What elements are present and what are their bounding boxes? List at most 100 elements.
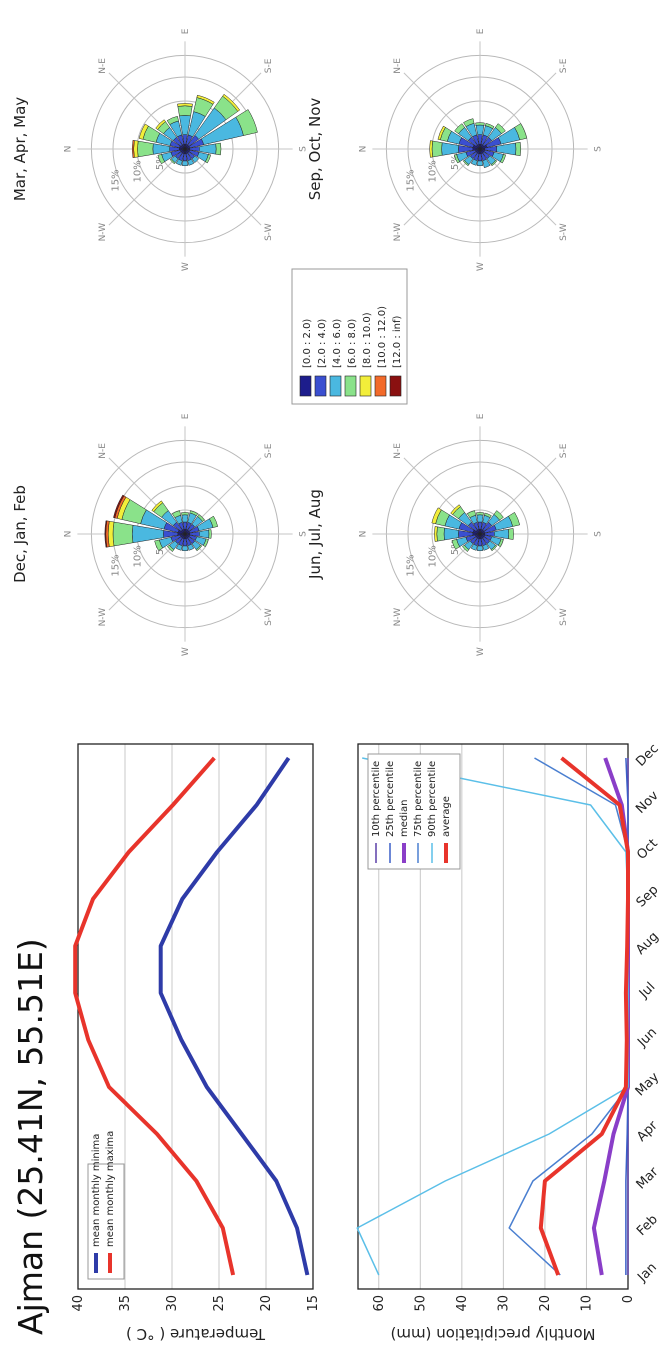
legend-box [87,1163,125,1280]
legend-label: 75th percentile [413,761,424,837]
rose-bar-segment [454,123,466,135]
y-tick-label: 20 [538,1295,553,1312]
legend-box [367,753,461,870]
rose-bar-segment [113,494,125,519]
rose-direction-label: S [594,531,604,537]
rose-bar-segment [431,140,443,158]
rose-bar-segment [514,123,528,141]
rose-bar-segment [450,504,461,515]
rose-bar-segment [104,520,108,548]
rose-bar-segment [169,158,176,165]
rose-direction-label: E [476,413,486,419]
rose-direction-label: S-W [559,608,569,626]
rose-bar-segment [138,123,149,140]
rose-bar-segment [453,154,461,164]
rose-bar-segment [167,544,175,552]
rose-ring-label: 15% [405,554,416,576]
y-tick-label: 30 [165,1295,180,1312]
rose-bar-segment [181,160,189,167]
rose-bar-segment [493,510,504,521]
legend-label: mean monthly minima [91,1134,102,1247]
rose-bar-segment [107,520,115,548]
rose-bar-segment [466,510,477,519]
rose-bar-segment [508,511,521,527]
rose-bar-segment [215,142,222,156]
x-tick-label: Aug [633,929,662,958]
rose-bar-segment [181,545,189,552]
rose-ring-label: 10% [133,545,144,567]
rose-ring-label: 5% [450,154,461,170]
rose-direction-label: N-E [98,443,108,459]
y-tick-label: 40 [71,1295,86,1312]
x-tick-label: Dec [633,741,661,769]
rose-bar-segment [476,545,484,552]
rose-direction-label: W [181,647,191,656]
y-tick-label: 10 [579,1295,594,1312]
rose-bar-segment [112,521,134,547]
rose-bar-segment [476,160,484,167]
legend-label: 25th percentile [385,761,396,837]
rose-title: Mar, Apr, May [11,97,29,201]
rose-ring-label: 10% [428,160,439,182]
rose-direction-label: W [476,262,486,271]
legend-label: 10th percentile [371,761,382,837]
rose-bar-segment [187,543,195,551]
rose-direction-label: S [299,531,309,537]
rose-bar-segment [483,512,492,519]
series-line-75th-percentile [508,757,629,1276]
legend-swatch [359,375,372,397]
rose-bar-segment [177,105,193,117]
rose-bar-segment [515,141,522,157]
rose-direction-label: N [63,531,73,538]
rose-direction-label: S-W [559,223,569,241]
rose-bar-segment [131,139,135,159]
rose-direction-label: S [594,146,604,152]
rose-bar-segment [475,122,485,126]
rose-direction-label: S-W [264,223,274,241]
x-tick-label: Apr [634,1118,661,1145]
x-tick-label: Sep [634,883,662,911]
temperature-chart: 15 20 25 30 35 40 Temperature ( °C ) mean month… [71,743,321,1343]
rose-bar-segment [476,514,484,523]
rose-bar-segment [235,109,258,136]
rose-direction-label: S-W [264,608,274,626]
rose-bar-segment [496,142,517,156]
rose-bar-segment [189,510,199,517]
rose-bar-segment [155,119,166,130]
rose-ring-label: 15% [110,169,121,191]
series-line-average [538,756,630,1276]
rose-bar-segment [436,526,445,542]
legend-label: [0.0 : 2.0) [302,319,313,368]
rose-direction-label: N [358,531,368,538]
legend-label: [4.0 : 6.0) [332,319,343,368]
legend-label: [8.0 : 10.0) [362,312,373,368]
rose-bar-segment [175,543,183,551]
rose-bar-segment [198,529,210,539]
legend-label: median [399,800,410,838]
rose-bar-segment [204,154,212,164]
rose-bar-segment [181,514,189,523]
legend-swatch [314,375,327,397]
rose-bar-segment [499,154,507,164]
rose-direction-label: S-E [264,443,274,458]
rose-bar-segment [462,544,470,552]
rose-bar-segment [463,118,475,127]
rose-direction-label: W [476,647,486,656]
rose-direction-label: S-E [559,58,569,73]
legend-box [291,268,408,405]
y-tick-label: 40 [455,1295,470,1312]
rose-bar-segment [152,143,171,155]
rose-title: Dec, Jan, Feb [11,485,29,583]
rose-bar-segment [482,158,491,169]
x-tick-label: Nov [633,788,662,817]
legend-swatch [299,375,312,397]
legend-label: 90th percentile [427,761,438,837]
rose-title: Sep, Oct, Nov [306,98,324,201]
rose-bar-segment [187,158,195,166]
x-tick-label: Mar [634,1164,662,1192]
plot-frame [77,743,314,1290]
rose-bar-segment [443,527,459,541]
